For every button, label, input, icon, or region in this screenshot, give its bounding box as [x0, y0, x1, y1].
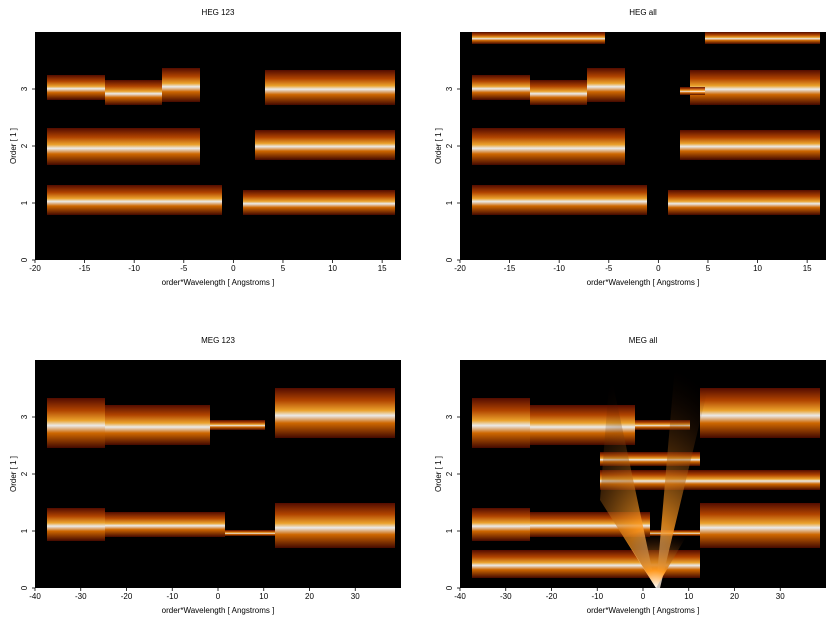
intensity-band [472, 128, 625, 165]
x-tick-label: 5 [706, 264, 711, 273]
y-tick-label: 0 [20, 585, 29, 590]
x-tick-label: 15 [378, 264, 387, 273]
panel: -40 -30 -20 -10 0 10 20 30 0 1 2 3 MEG 123 order*Wave… [9, 336, 401, 615]
x-tick-label: 20 [730, 592, 739, 601]
x-axis-label: order*Wavelength [ Angstroms ] [162, 606, 275, 615]
intensity-band [635, 420, 690, 430]
x-tick-label: -5 [605, 264, 613, 273]
x-tick-label: -10 [591, 592, 603, 601]
x-tick-label: -15 [79, 264, 91, 273]
y-axis-label: Order [ 1 ] [434, 128, 443, 164]
intensity-band [47, 398, 105, 448]
panel: -20 -15 -10 -5 0 5 10 15 0 1 2 3 HEG all order*Wavele… [434, 8, 826, 287]
intensity-band [472, 398, 530, 448]
x-tick-label: -10 [128, 264, 140, 273]
x-tick-label: 10 [259, 592, 268, 601]
panel: -40 -30 -20 -10 0 10 20 30 0 1 2 3 MEG all order*Wave… [434, 336, 826, 615]
x-axis-label: order*Wavelength [ Angstroms ] [587, 606, 700, 615]
y-tick-label: 1 [20, 200, 29, 205]
x-tick-label: -10 [553, 264, 565, 273]
y-tick-label: 1 [445, 528, 454, 533]
x-tick-label: 0 [216, 592, 221, 601]
intensity-band [105, 80, 162, 105]
chart-title: MEG all [629, 336, 658, 345]
intensity-band [690, 70, 820, 105]
x-tick-label: -30 [75, 592, 87, 601]
y-tick-label: 2 [445, 143, 454, 148]
intensity-band [243, 190, 395, 215]
intensity-band [705, 32, 820, 44]
x-tick-label: -20 [29, 264, 41, 273]
intensity-band [700, 388, 820, 438]
intensity-band [255, 130, 395, 160]
intensity-band [275, 503, 395, 548]
y-tick-label: 3 [20, 86, 29, 91]
y-tick-label: 2 [20, 143, 29, 148]
x-tick-label: 0 [641, 592, 646, 601]
intensity-band [587, 68, 625, 102]
x-tick-label: -40 [29, 592, 41, 601]
x-tick-label: 10 [684, 592, 693, 601]
intensity-band [225, 530, 275, 536]
intensity-band [265, 70, 395, 105]
chart-title: HEG all [629, 8, 657, 17]
x-axis-label: order*Wavelength [ Angstroms ] [162, 278, 275, 287]
x-tick-label: -20 [546, 592, 558, 601]
intensity-band [105, 512, 225, 537]
intensity-band [600, 470, 820, 490]
x-tick-label: -20 [454, 264, 466, 273]
y-tick-label: 0 [20, 257, 29, 262]
intensity-band [47, 185, 222, 215]
x-tick-label: 20 [305, 592, 314, 601]
y-tick-label: 3 [445, 414, 454, 419]
y-tick-label: 2 [445, 471, 454, 476]
x-tick-label: 30 [351, 592, 360, 601]
x-tick-label: -40 [454, 592, 466, 601]
panel: -20 -15 -10 -5 0 5 10 15 0 1 2 3 HEG 123 order*Wavele… [9, 8, 401, 287]
intensity-band [47, 508, 105, 541]
intensity-band [105, 405, 210, 445]
intensity-band [680, 87, 705, 95]
intensity-band [472, 185, 647, 215]
x-axis-label: order*Wavelength [ Angstroms ] [587, 278, 700, 287]
intensity-band [530, 80, 587, 105]
intensity-band [275, 388, 395, 438]
x-tick-label: 5 [281, 264, 286, 273]
intensity-band [47, 75, 105, 100]
y-tick-label: 3 [20, 414, 29, 419]
x-tick-label: 30 [776, 592, 785, 601]
x-tick-label: 0 [231, 264, 236, 273]
intensity-band [700, 503, 820, 548]
y-tick-label: 1 [445, 200, 454, 205]
x-tick-label: 0 [656, 264, 661, 273]
intensity-band [472, 32, 605, 44]
intensity-band [668, 190, 820, 215]
x-tick-label: 10 [328, 264, 337, 273]
x-tick-label: -20 [121, 592, 133, 601]
y-axis-label: Order [ 1 ] [9, 128, 18, 164]
intensity-band [47, 128, 200, 165]
intensity-band [472, 508, 530, 541]
x-tick-label: -30 [500, 592, 512, 601]
fan-core [620, 530, 690, 588]
intensity-band [472, 75, 530, 100]
intensity-band [162, 68, 200, 102]
y-tick-label: 0 [445, 585, 454, 590]
y-axis-label: Order [ 1 ] [434, 456, 443, 492]
y-tick-label: 0 [445, 257, 454, 262]
y-tick-label: 1 [20, 528, 29, 533]
x-tick-label: -15 [504, 264, 516, 273]
chart-title: MEG 123 [201, 336, 235, 345]
y-tick-label: 3 [445, 86, 454, 91]
x-tick-label: 15 [803, 264, 812, 273]
x-tick-label: -10 [166, 592, 178, 601]
x-tick-label: -5 [180, 264, 188, 273]
x-tick-label: 10 [753, 264, 762, 273]
intensity-band [680, 130, 820, 160]
y-tick-label: 2 [20, 471, 29, 476]
intensity-band [210, 420, 265, 430]
chart-title: HEG 123 [202, 8, 235, 17]
y-axis-label: Order [ 1 ] [9, 456, 18, 492]
